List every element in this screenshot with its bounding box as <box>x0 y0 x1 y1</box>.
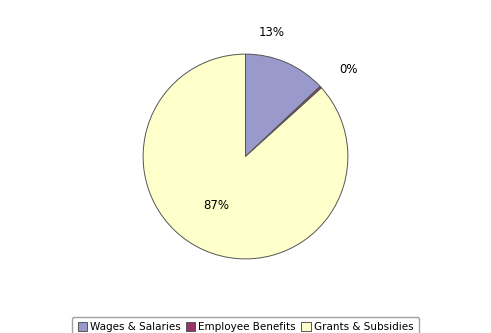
Wedge shape <box>143 54 348 259</box>
Wedge shape <box>246 87 322 157</box>
Text: 87%: 87% <box>203 199 229 212</box>
Wedge shape <box>246 54 320 157</box>
Legend: Wages & Salaries, Employee Benefits, Grants & Subsidies: Wages & Salaries, Employee Benefits, Gra… <box>72 317 419 333</box>
Text: 0%: 0% <box>340 63 358 76</box>
Text: 13%: 13% <box>258 26 284 39</box>
